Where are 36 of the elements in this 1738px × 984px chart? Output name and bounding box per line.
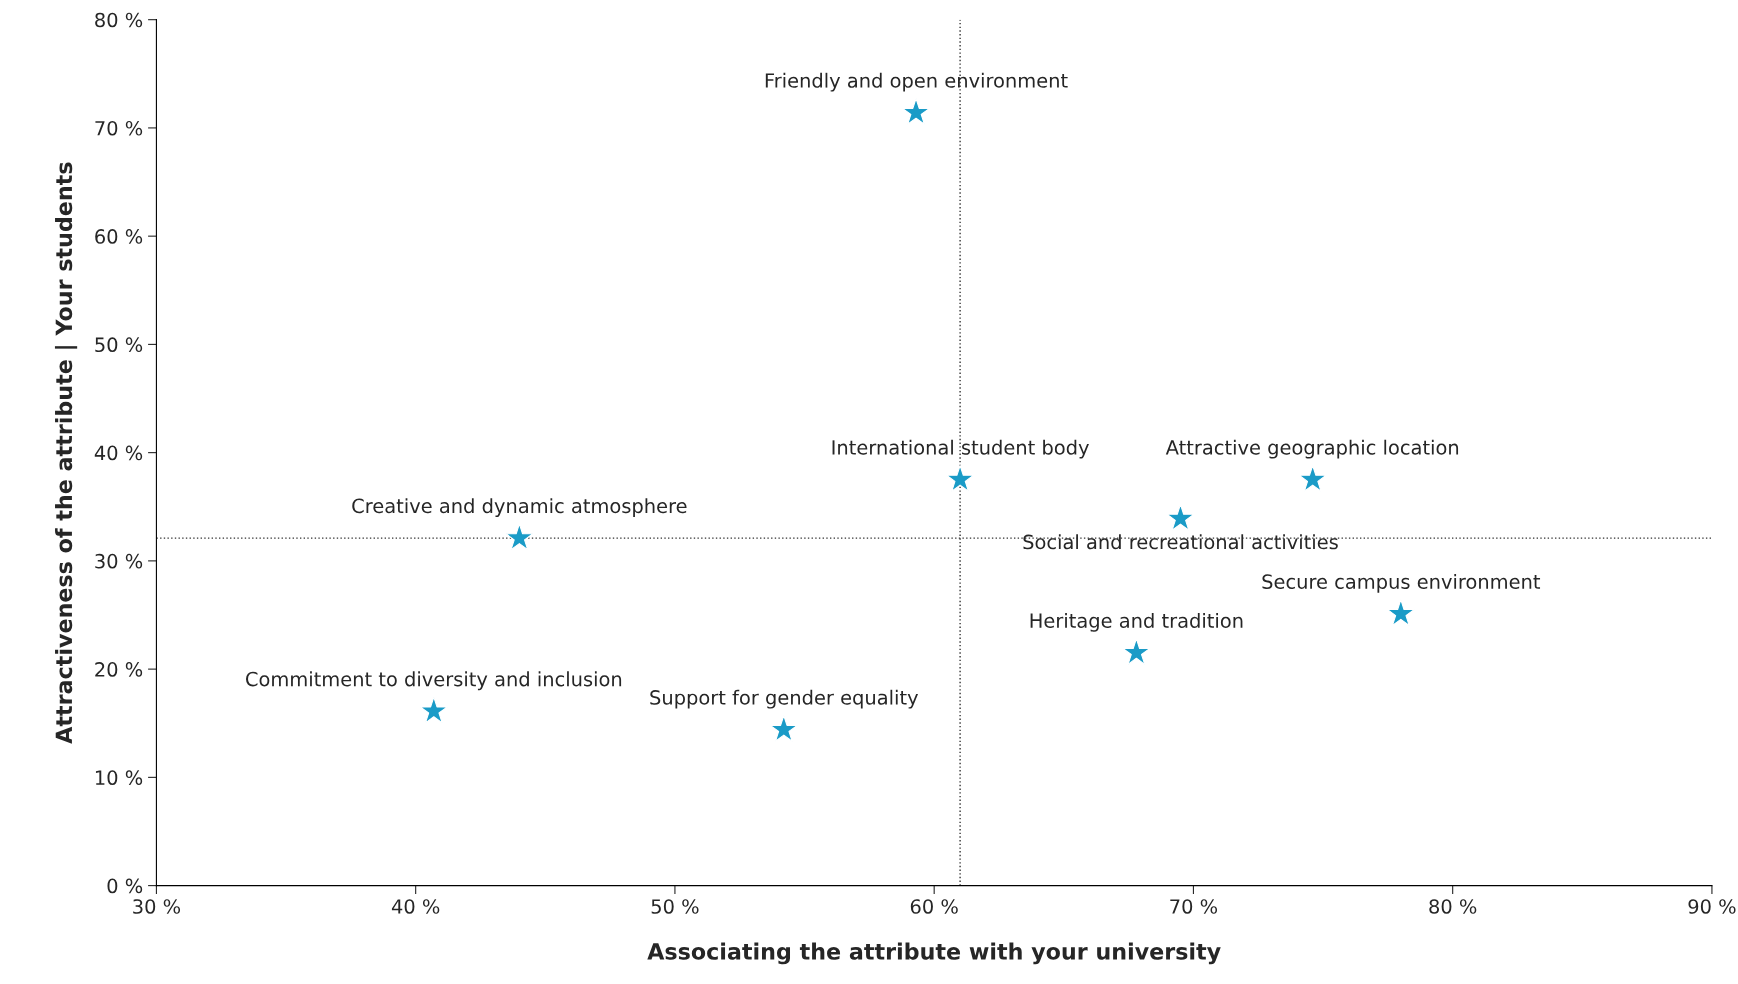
annotation: Commitment to diversity and inclusion bbox=[246, 671, 622, 691]
annotation: Support for gender equality bbox=[650, 689, 918, 709]
annotation: Creative and dynamic atmosphere bbox=[352, 498, 687, 517]
annotation: Social and recreational activities bbox=[1023, 534, 1338, 550]
annotation: Friendly and open environment bbox=[765, 72, 1068, 92]
x-axis-title: Associating the attribute with your university bbox=[647, 942, 1221, 965]
annotation: International student body bbox=[832, 439, 1089, 459]
x-tick-label: 60 % bbox=[910, 899, 958, 914]
point bbox=[1122, 638, 1151, 665]
y-tick-label: 50 % bbox=[95, 337, 143, 353]
y-tick-label: 30 % bbox=[95, 553, 143, 569]
point bbox=[1298, 464, 1327, 492]
y-tick-label: 0 % bbox=[107, 878, 143, 894]
annotation: Heritage and tradition bbox=[1030, 612, 1243, 632]
point bbox=[1386, 599, 1415, 626]
x-tick-label: 80 % bbox=[1429, 899, 1477, 914]
y-tick-label: 20 % bbox=[95, 662, 143, 677]
x-tick-label: 90 % bbox=[1688, 899, 1736, 914]
y-axis-title: Attractiveness of the attribute | Your students bbox=[54, 162, 78, 744]
x-tick-label: 70 % bbox=[1170, 899, 1218, 914]
point bbox=[769, 714, 798, 742]
x-tick-label: 50 % bbox=[651, 899, 699, 914]
y-tick-label: 80 % bbox=[95, 12, 143, 28]
point bbox=[901, 97, 931, 125]
point bbox=[1166, 503, 1195, 531]
annotation: Secure campus environment bbox=[1262, 573, 1541, 593]
point bbox=[505, 523, 534, 551]
annotation: Attractive geographic location bbox=[1165, 439, 1459, 459]
x-tick-label: 40 % bbox=[391, 899, 440, 914]
point bbox=[419, 696, 448, 724]
point bbox=[946, 464, 975, 492]
y-tick-label: 10 % bbox=[95, 770, 143, 786]
y-tick-label: 40 % bbox=[94, 445, 143, 461]
x-tick-label: 30 % bbox=[133, 899, 181, 914]
y-tick-label: 70 % bbox=[95, 120, 143, 136]
y-tick-label: 60 % bbox=[95, 229, 143, 244]
